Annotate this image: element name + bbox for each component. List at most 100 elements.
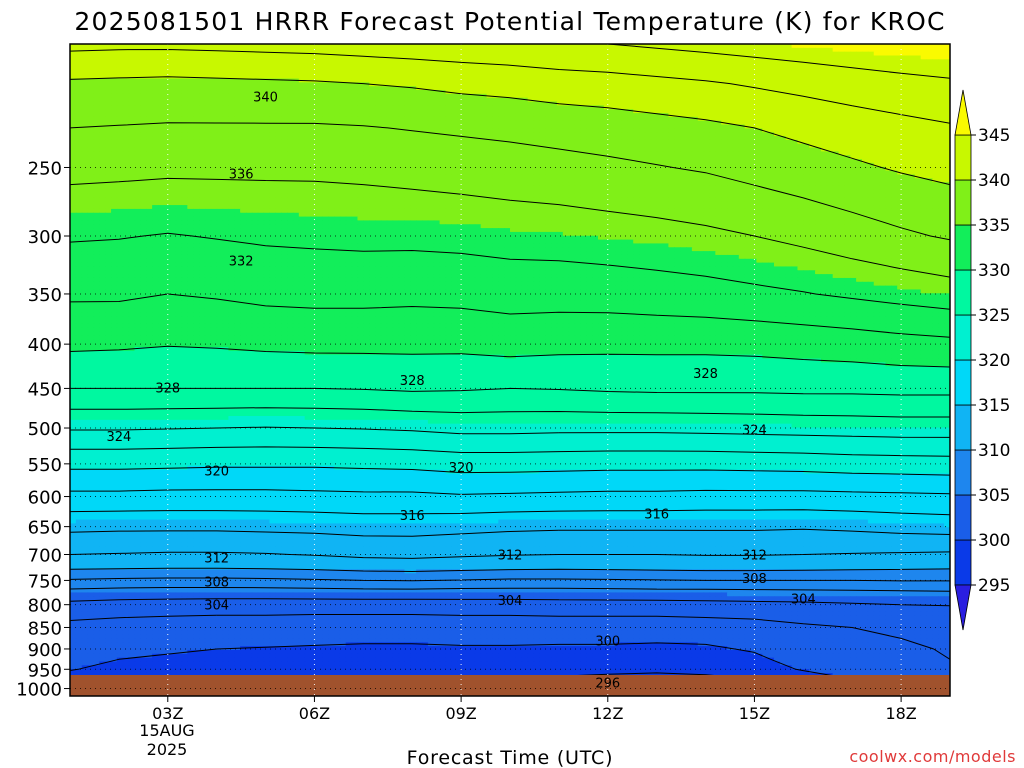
field-cell (891, 67, 897, 71)
field-cell (316, 151, 322, 155)
field-cell (891, 94, 897, 98)
field-cell (580, 48, 586, 52)
field-cell (275, 140, 281, 144)
field-cell (434, 113, 440, 117)
field-cell (592, 121, 598, 125)
field-cell (293, 113, 299, 117)
field-cell (463, 109, 469, 113)
field-cell (610, 102, 616, 106)
field-cell (745, 144, 751, 148)
field-cell (440, 94, 446, 98)
field-cell (117, 67, 123, 71)
field-cell (487, 140, 493, 144)
field-cell (158, 56, 164, 60)
field-cell (680, 94, 686, 98)
field-cell (99, 67, 105, 71)
field-cell (621, 136, 627, 140)
field-cell (680, 163, 686, 167)
field-cell (733, 144, 739, 148)
field-cell (164, 140, 170, 144)
field-cell (539, 71, 545, 75)
field-cell (780, 71, 786, 75)
field-cell (445, 82, 451, 86)
field-cell (610, 109, 616, 113)
field-cell (258, 159, 264, 163)
field-cell (369, 163, 375, 167)
field-cell (199, 159, 205, 163)
field-cell (709, 56, 715, 60)
field-cell (545, 94, 551, 98)
field-cell (105, 125, 111, 129)
field-cell (692, 82, 698, 86)
field-cell (428, 67, 434, 71)
field-cell (821, 48, 827, 52)
field-cell (663, 67, 669, 71)
field-cell (868, 159, 874, 163)
field-cell (340, 59, 346, 63)
field-cell (199, 125, 205, 129)
field-cell (897, 63, 903, 67)
field-cell (938, 67, 944, 71)
field-cell (340, 171, 346, 175)
field-cell (281, 79, 287, 83)
field-cell (375, 144, 381, 148)
field-cell (211, 159, 217, 163)
field-cell (645, 132, 651, 136)
field-cell (481, 67, 487, 71)
field-cell (510, 128, 516, 132)
field-cell (240, 125, 246, 129)
field-cell (240, 155, 246, 159)
field-cell (228, 109, 234, 113)
field-cell (850, 117, 856, 121)
field-cell (780, 94, 786, 98)
field-cell (580, 98, 586, 102)
field-cell (334, 159, 340, 163)
field-cell (293, 105, 299, 109)
field-cell (176, 113, 182, 117)
field-cell (111, 86, 117, 90)
field-cell (481, 125, 487, 129)
field-cell (299, 105, 305, 109)
field-cell (651, 94, 657, 98)
field-cell (516, 144, 522, 148)
field-cell (170, 171, 176, 175)
field-cell (528, 109, 534, 113)
field-cell (686, 132, 692, 136)
field-cell (316, 109, 322, 113)
field-cell (803, 163, 809, 167)
field-cell (821, 136, 827, 140)
field-cell (651, 167, 657, 171)
field-cell (692, 98, 698, 102)
field-cell (88, 102, 94, 106)
field-cell (821, 125, 827, 129)
field-cell (252, 132, 258, 136)
field-cell (498, 102, 504, 106)
field-cell (410, 63, 416, 67)
field-cell (880, 159, 886, 163)
field-cell (187, 71, 193, 75)
field-cell (880, 125, 886, 129)
field-cell (774, 151, 780, 155)
field-cell (692, 109, 698, 113)
field-cell (375, 94, 381, 98)
field-cell (522, 155, 528, 159)
field-cell (316, 159, 322, 163)
field-cell (621, 67, 627, 71)
field-cell (281, 128, 287, 132)
field-cell (422, 144, 428, 148)
field-cell (692, 128, 698, 132)
field-cell (862, 48, 868, 52)
field-cell (375, 132, 381, 136)
field-cell (927, 56, 933, 60)
field-cell (938, 105, 944, 109)
field-cell (510, 102, 516, 106)
field-cell (621, 52, 627, 56)
field-cell (117, 113, 123, 117)
field-cell (686, 105, 692, 109)
field-cell (680, 109, 686, 113)
field-cell (387, 117, 393, 121)
field-cell (164, 48, 170, 52)
field-cell (492, 98, 498, 102)
field-cell (352, 102, 358, 106)
field-cell (316, 128, 322, 132)
